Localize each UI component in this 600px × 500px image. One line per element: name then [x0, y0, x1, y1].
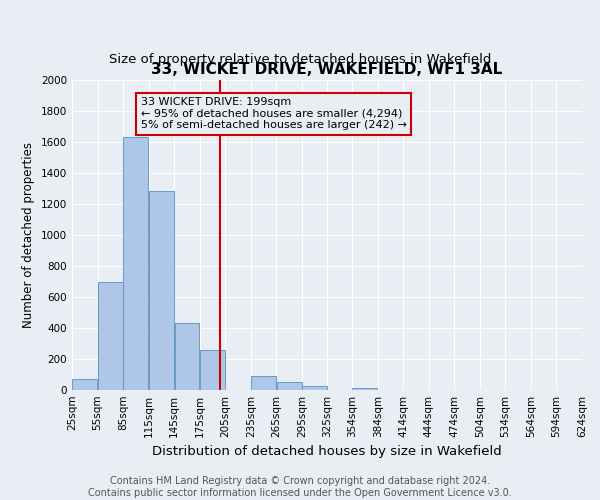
X-axis label: Distribution of detached houses by size in Wakefield: Distribution of detached houses by size … [152, 446, 502, 458]
Bar [200, 350, 225, 390]
Y-axis label: Number of detached properties: Number of detached properties [22, 142, 35, 328]
Bar [352, 388, 377, 390]
Bar [98, 282, 123, 390]
Title: 33, WICKET DRIVE, WAKEFIELD, WF1 3AL: 33, WICKET DRIVE, WAKEFIELD, WF1 3AL [151, 62, 503, 78]
Text: Contains HM Land Registry data © Crown copyright and database right 2024.
Contai: Contains HM Land Registry data © Crown c… [88, 476, 512, 498]
Bar [302, 386, 327, 390]
Bar [251, 376, 276, 390]
Bar [277, 382, 302, 390]
Bar [124, 136, 148, 390]
Bar [175, 322, 199, 390]
Bar [73, 379, 97, 390]
Bar [149, 191, 174, 390]
Text: Size of property relative to detached houses in Wakefield: Size of property relative to detached ho… [109, 52, 491, 66]
Text: 33 WICKET DRIVE: 199sqm
← 95% of detached houses are smaller (4,294)
5% of semi-: 33 WICKET DRIVE: 199sqm ← 95% of detache… [141, 97, 407, 130]
